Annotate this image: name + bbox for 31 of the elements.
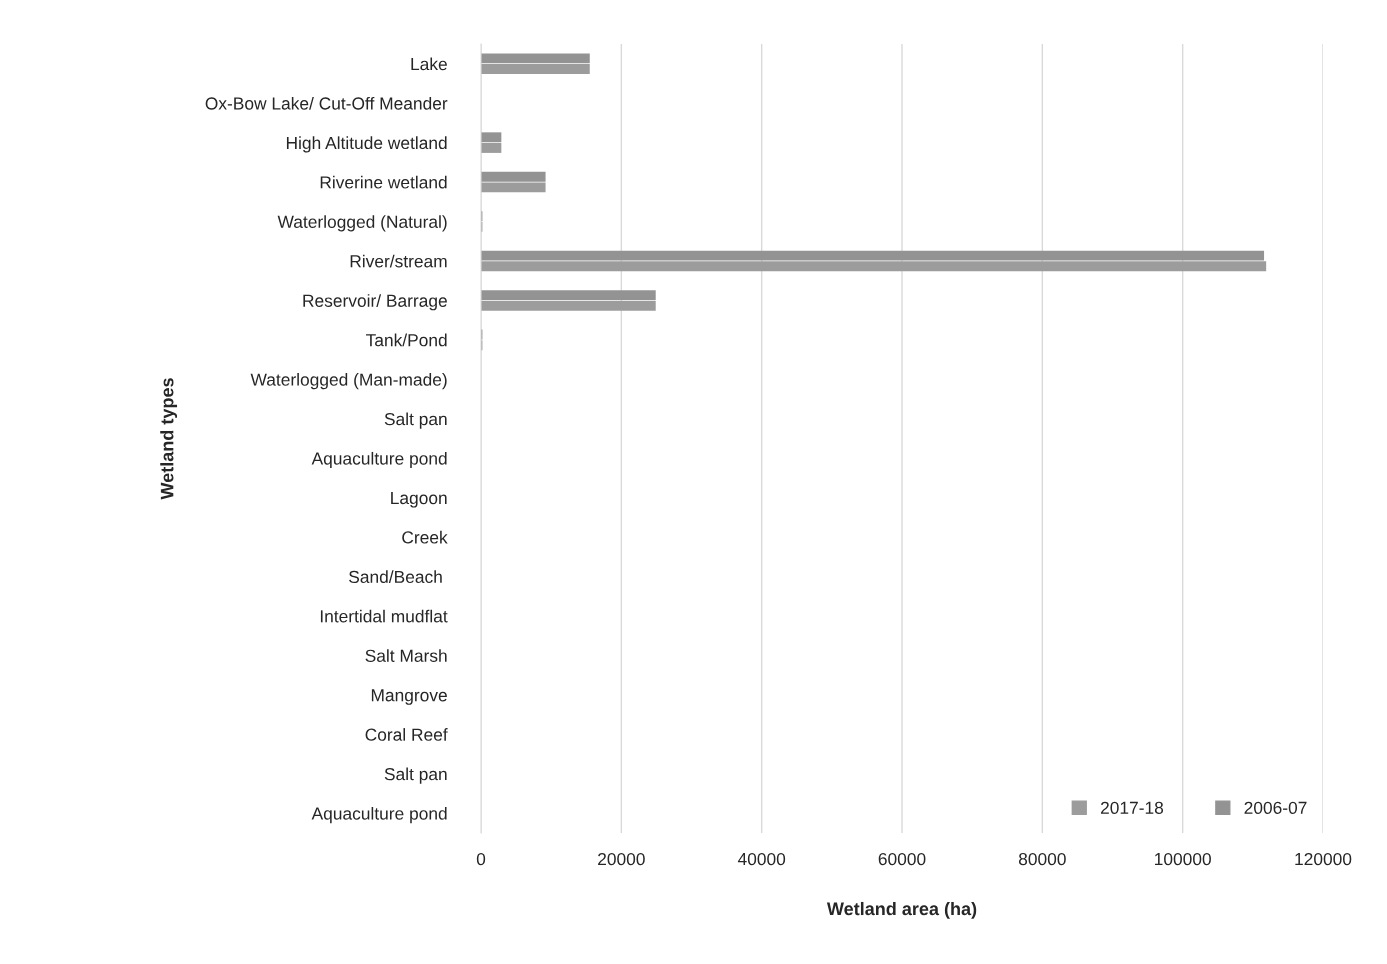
x-axis-title: Wetland area (ha) xyxy=(826,901,977,919)
y-tick-label: Tank/Pond xyxy=(366,333,447,347)
x-tick-label: 0 xyxy=(476,852,486,866)
legend-label: 2006-07 xyxy=(1244,801,1307,814)
x-tick-label: 20000 xyxy=(598,852,645,866)
y-tick-label: Reservoir/ Barrage xyxy=(303,294,447,311)
y-tick-label: Riverine wetland xyxy=(320,175,447,189)
y-tick-label: Intertidal mudflat xyxy=(320,609,448,623)
y-tick-label: Salt Marsh xyxy=(365,649,447,662)
y-tick-label: Ox-Bow Lake/ Cut-Off Meander xyxy=(205,96,448,110)
y-axis-title: Wetland types xyxy=(160,378,178,500)
x-tick-label: 100000 xyxy=(1155,852,1211,866)
y-tick-label: Lake xyxy=(411,57,447,71)
y-tick-label: Coral Reef xyxy=(365,728,448,741)
x-tick-label: 60000 xyxy=(878,852,926,866)
y-tick-label: Waterlogged (Man-made) xyxy=(250,373,447,390)
y-tick-label: Salt pan xyxy=(384,412,447,429)
y-tick-label: Waterlogged (Natural) xyxy=(277,215,447,232)
y-tick-label: Mangrove xyxy=(371,689,447,705)
x-tick-label: 80000 xyxy=(1018,852,1066,866)
x-tick-label: 120000 xyxy=(1295,852,1352,866)
y-tick-label: Aquaculture pond xyxy=(311,451,447,469)
x-tick-label: 40000 xyxy=(737,852,786,866)
y-tick-label: High Altitude wetland xyxy=(286,136,447,153)
y-tick-label: River/stream xyxy=(350,254,447,268)
y-tick-label: Creek xyxy=(402,530,448,544)
y-tick-label: Lagoon xyxy=(391,492,447,508)
y-tick-label: Aquaculture pond xyxy=(311,806,447,824)
y-tick-label: Salt pan xyxy=(384,767,447,784)
y-tick-label: Sand/Beach xyxy=(349,570,442,584)
legend-label: 2017-18 xyxy=(1100,801,1164,814)
